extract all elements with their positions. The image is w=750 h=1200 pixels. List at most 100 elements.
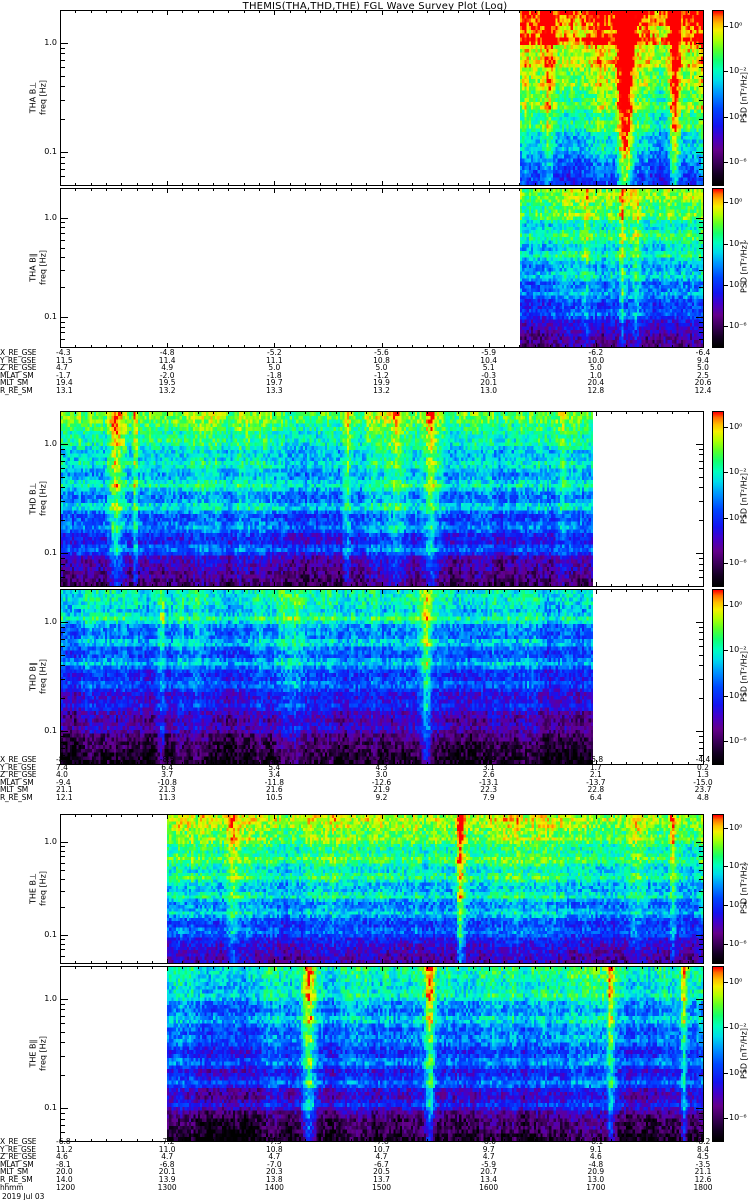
- colorbar-tick-label: 10⁻⁶: [729, 736, 747, 746]
- y-minor-tick: [699, 655, 704, 656]
- x-tick: [535, 411, 536, 414]
- y-minor-tick: [699, 907, 704, 908]
- y-minor-tick: [699, 119, 704, 120]
- x-tick: [336, 589, 337, 592]
- y-minor-tick: [699, 287, 704, 288]
- x-tick: [565, 961, 566, 964]
- x-tick: [259, 961, 260, 964]
- x-tick: [427, 584, 428, 587]
- x-tick: [290, 762, 291, 765]
- x-tick: [519, 1139, 520, 1142]
- x-tick: [672, 183, 673, 186]
- spectrogram-thd-bpar: [61, 590, 593, 764]
- x-tick: [504, 411, 505, 414]
- x-tick: [382, 814, 383, 819]
- axis-row: MLT_SM 21.1 21.3 21.6 21.9 22.3 22.8 23.7: [0, 786, 750, 794]
- axis-value: 13.0: [587, 1174, 605, 1184]
- y-minor-tick: [699, 1056, 704, 1057]
- colorbar-tick-label: 10⁻²: [729, 1022, 747, 1032]
- x-tick: [274, 966, 275, 971]
- x-tick: [672, 762, 673, 765]
- y-minor-tick: [60, 1042, 65, 1043]
- freq-axis-label: freq [Hz]: [38, 871, 48, 906]
- x-tick: [182, 188, 183, 191]
- colorbar-tick: [724, 696, 728, 697]
- x-tick: [167, 10, 168, 15]
- colorbar-tick: [724, 71, 728, 72]
- x-tick: [382, 343, 383, 348]
- x-tick: [703, 966, 704, 971]
- x-tick: [60, 188, 61, 193]
- x-tick: [504, 183, 505, 186]
- y-minor-tick: [60, 332, 65, 333]
- freq-axis-label: freq [Hz]: [38, 80, 48, 115]
- x-tick: [106, 762, 107, 765]
- y-minor-tick: [699, 646, 704, 647]
- y-major-tick: [60, 842, 68, 843]
- y-minor-tick: [699, 963, 704, 964]
- y-minor-tick: [699, 586, 704, 587]
- x-tick: [565, 411, 566, 414]
- x-tick: [259, 411, 260, 414]
- x-tick: [152, 10, 153, 13]
- axis-value: 20.6: [694, 378, 712, 388]
- axis-value: -5.6: [374, 348, 389, 357]
- y-major-tick: [696, 444, 704, 445]
- axis-value: 12.8: [587, 385, 605, 395]
- x-tick: [688, 961, 689, 964]
- axis-value: 19.7: [265, 378, 283, 388]
- y-minor-tick: [699, 60, 704, 61]
- x-tick: [152, 188, 153, 191]
- y-minor-tick: [60, 86, 65, 87]
- y-minor-tick: [699, 501, 704, 502]
- y-tick-label: 1.0: [44, 438, 57, 448]
- y-minor-tick: [60, 570, 65, 571]
- x-tick: [320, 345, 321, 348]
- y-minor-tick: [699, 1132, 704, 1133]
- x-tick: [336, 411, 337, 414]
- axis-value: 1400: [264, 1182, 284, 1192]
- axis-value: -13.1: [478, 777, 499, 787]
- panel-label-the-bperp: THE B⊥: [28, 873, 38, 904]
- x-tick: [121, 966, 122, 969]
- axis-value: 13.7: [373, 1174, 390, 1184]
- axis-value: 1600: [479, 1182, 499, 1192]
- x-tick: [397, 814, 398, 817]
- x-tick: [550, 584, 551, 587]
- x-tick: [75, 961, 76, 964]
- x-tick: [688, 345, 689, 348]
- y-major-tick: [696, 622, 704, 623]
- x-tick: [305, 411, 306, 414]
- x-tick: [228, 966, 229, 969]
- x-tick: [489, 343, 490, 348]
- x-tick: [274, 411, 275, 416]
- y-minor-tick: [699, 332, 704, 333]
- axis-row-name: X_RE_GSE: [0, 348, 37, 357]
- y-tick-label: 0.1: [44, 930, 57, 939]
- x-tick: [412, 589, 413, 592]
- axis-row: MLAT_SM -1.7 -2.0 -1.8 -1.2 -0.3 1.0 2.5: [0, 372, 750, 380]
- spectrogram-thd-bperp: [61, 412, 593, 586]
- y-minor-tick: [699, 679, 704, 680]
- axis-value: 4.6: [589, 1152, 602, 1162]
- x-tick: [611, 584, 612, 587]
- x-tick: [351, 411, 352, 414]
- y-minor-tick: [699, 339, 704, 340]
- y-minor-tick: [699, 1141, 704, 1142]
- axis-row-name: R_RE_SM: [0, 1174, 33, 1184]
- x-tick: [596, 1137, 597, 1142]
- x-tick: [642, 183, 643, 186]
- y-minor-tick: [60, 240, 65, 241]
- x-tick: [565, 10, 566, 13]
- x-tick: [259, 589, 260, 592]
- colorbar-tick-label: 10⁻⁶: [729, 558, 747, 568]
- x-tick: [581, 411, 582, 414]
- x-tick: [427, 961, 428, 964]
- x-tick: [198, 762, 199, 765]
- y-minor-tick: [699, 879, 704, 880]
- x-tick: [581, 966, 582, 969]
- colorbar-gradient: [713, 189, 723, 347]
- axis-value: -4.4: [695, 755, 711, 764]
- y-minor-tick: [699, 1016, 704, 1017]
